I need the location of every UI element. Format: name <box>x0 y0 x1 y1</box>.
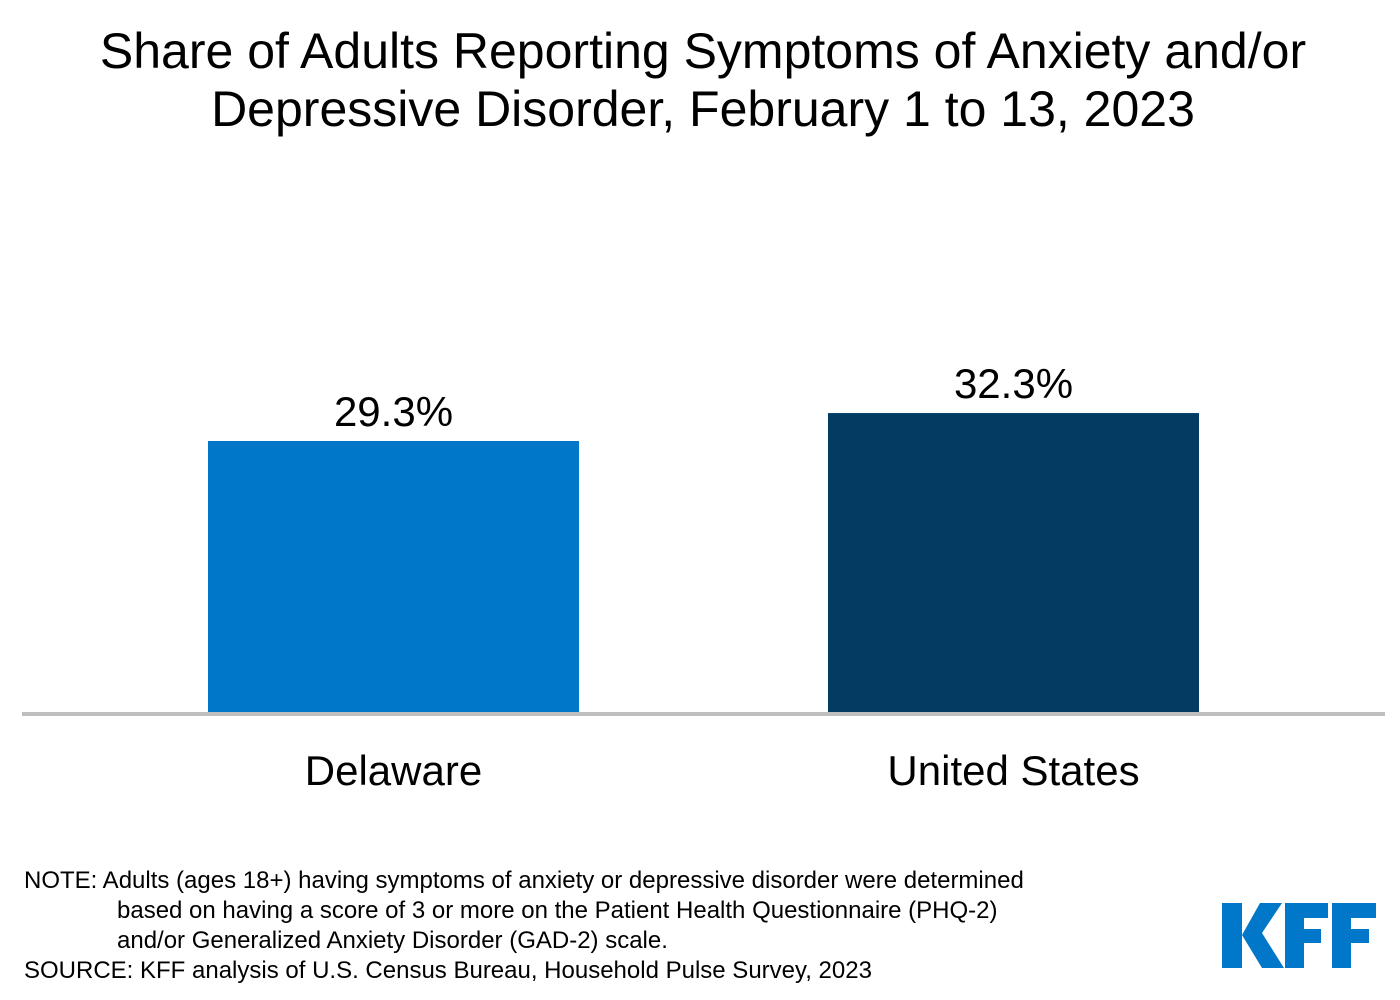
source-line: SOURCE: KFF analysis of U.S. Census Bure… <box>24 957 872 984</box>
bar-chart: 29.3% Delaware 32.3% United States <box>22 360 1385 794</box>
note-line-2: based on having a score of 3 or more on … <box>117 897 998 924</box>
data-label: 29.3% <box>334 388 453 435</box>
data-label: 32.3% <box>954 360 1073 407</box>
category-label: United States <box>887 747 1139 794</box>
chart-title-line-2: Depressive Disorder, February 1 to 13, 2… <box>211 81 1195 137</box>
category-label: Delaware <box>305 747 482 794</box>
note-line-1: NOTE: Adults (ages 18+) having symptoms … <box>24 867 1024 894</box>
chart-title: Share of Adults Reporting Symptoms of An… <box>0 22 1400 138</box>
bar-united-states <box>828 413 1199 714</box>
chart-title-line-1: Share of Adults Reporting Symptoms of An… <box>99 23 1307 79</box>
note-line-3: and/or Generalized Anxiety Disorder (GAD… <box>117 927 668 954</box>
kff-logo <box>1222 903 1376 968</box>
bar-delaware <box>208 441 579 714</box>
